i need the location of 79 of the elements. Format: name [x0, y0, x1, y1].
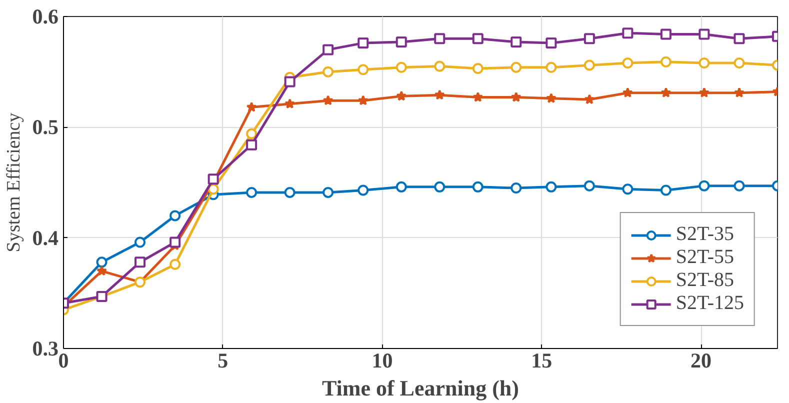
- point: [584, 33, 595, 44]
- point: [472, 33, 484, 44]
- point: [96, 256, 108, 268]
- point: [734, 180, 745, 192]
- point: [660, 184, 672, 196]
- x-tick-label: 20: [690, 348, 712, 372]
- point: [396, 90, 407, 101]
- y-axis-title: System Efficiency: [3, 112, 24, 252]
- point: [698, 180, 710, 192]
- legend-label: S2T-85: [676, 269, 734, 292]
- point: [698, 28, 710, 40]
- point: [510, 92, 522, 102]
- x-tick-label: 5: [218, 348, 228, 372]
- point: [246, 139, 258, 150]
- x-tick-label: 0: [58, 348, 69, 372]
- point: [322, 95, 334, 106]
- point: [358, 95, 368, 106]
- point: [584, 180, 595, 192]
- point: [472, 63, 484, 74]
- point: [358, 64, 369, 76]
- point: [396, 62, 407, 73]
- point: [434, 60, 446, 72]
- point: [170, 258, 181, 270]
- point: [510, 182, 522, 194]
- point: [734, 57, 745, 68]
- y-tick-label: 0.6: [32, 4, 58, 28]
- x-tick-label: 15: [531, 348, 552, 372]
- legend-label: S2T-35: [676, 223, 734, 246]
- point: [208, 174, 219, 185]
- point: [358, 38, 369, 49]
- point: [284, 76, 296, 88]
- point: [284, 186, 296, 198]
- point: [134, 236, 146, 248]
- point: [546, 181, 557, 192]
- point: [284, 98, 296, 109]
- point: [546, 92, 556, 104]
- point: [660, 87, 672, 98]
- y-tick-label: 0.4: [32, 226, 59, 250]
- point: [734, 87, 745, 98]
- point: [622, 57, 634, 68]
- point: [660, 56, 672, 68]
- point: [622, 87, 633, 98]
- point: [170, 236, 181, 248]
- point: [510, 62, 522, 73]
- point: [434, 33, 446, 44]
- point: [698, 87, 710, 98]
- point: [322, 44, 334, 56]
- x-axis-title: Time of Learning (h): [322, 376, 519, 400]
- point: [396, 36, 407, 48]
- point: [170, 210, 181, 222]
- point: [622, 28, 634, 39]
- point: [660, 28, 672, 40]
- point: [322, 66, 334, 78]
- legend-label: S2T-125: [676, 292, 744, 315]
- y-tick-label: 0.5: [32, 115, 58, 140]
- point: [246, 128, 258, 140]
- point: [246, 102, 257, 112]
- point: [208, 184, 219, 195]
- x-tick-label: 10: [372, 348, 393, 372]
- point: [734, 33, 745, 44]
- point: [96, 266, 108, 276]
- point: [434, 90, 445, 100]
- legend-label: S2T-55: [676, 246, 734, 269]
- point: [472, 181, 484, 192]
- point: [134, 256, 146, 268]
- y-tick-label: 0.3: [32, 336, 58, 360]
- point: [396, 181, 407, 192]
- point: [546, 38, 557, 49]
- point: [584, 94, 595, 104]
- point: [472, 92, 484, 102]
- point: [322, 186, 334, 198]
- point: [246, 186, 258, 198]
- point: [698, 57, 710, 68]
- point: [546, 62, 557, 73]
- point: [358, 184, 369, 196]
- point: [584, 60, 595, 71]
- point: [622, 184, 634, 195]
- point: [434, 181, 446, 192]
- point: [510, 36, 522, 48]
